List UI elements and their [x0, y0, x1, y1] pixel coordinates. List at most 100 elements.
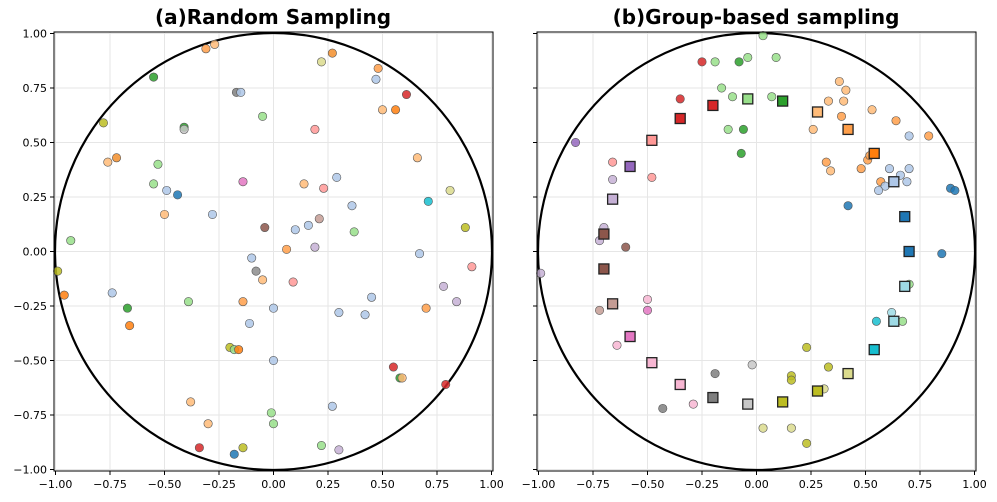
scatter-point	[186, 397, 196, 407]
scatter-point	[688, 399, 698, 409]
scatter-point	[823, 96, 833, 106]
scatter-point	[245, 318, 255, 328]
scatter-point	[112, 153, 122, 163]
panel-a-unit-circle	[53, 31, 494, 472]
group-representative-marker	[606, 298, 619, 310]
scatter-point	[821, 157, 831, 167]
panel-a-xtick-label: 0.75	[425, 478, 450, 491]
panel-a-ytick-label: 0.75	[23, 82, 48, 95]
scatter-point	[937, 249, 947, 259]
scatter-point	[723, 124, 733, 134]
scatter-point	[536, 268, 546, 278]
scatter-point	[767, 92, 777, 102]
scatter-point	[452, 297, 462, 307]
scatter-point	[288, 277, 298, 287]
panel-b-xtick-label: 0.50	[853, 478, 878, 491]
scatter-point	[371, 74, 381, 84]
scatter-point	[179, 124, 189, 134]
scatter-point	[258, 111, 268, 121]
scatter-point	[675, 94, 685, 104]
group-representative-marker	[899, 210, 911, 223]
scatter-point	[258, 275, 268, 285]
panel-a-xtick-label: 0.00	[261, 478, 286, 491]
scatter-point	[377, 105, 387, 115]
panel-b-xtick-label: 0.75	[908, 478, 933, 491]
scatter-point	[160, 209, 170, 219]
panel-a-points	[53, 39, 477, 459]
group-representative-marker	[646, 357, 658, 369]
scatter-point	[310, 242, 320, 252]
scatter-point	[874, 185, 884, 195]
scatter-point	[53, 266, 63, 276]
group-representative-marker	[742, 93, 754, 105]
scatter-point	[203, 419, 213, 429]
scatter-point	[834, 76, 844, 86]
group-representative-marker	[811, 106, 824, 118]
scatter-point	[445, 185, 455, 195]
scatter-point	[122, 303, 132, 313]
scatter-point	[238, 177, 248, 187]
scatter-point	[884, 164, 894, 174]
group-representative-marker	[674, 112, 686, 125]
scatter-point	[149, 179, 159, 189]
scatter-point	[266, 408, 276, 418]
group-representative-marker	[868, 147, 880, 160]
scatter-point	[98, 118, 108, 128]
scatter-point	[871, 316, 881, 326]
scatter-point	[898, 316, 908, 326]
group-representative-marker	[707, 99, 719, 112]
scatter-point	[210, 39, 220, 49]
panel-b-points	[536, 31, 960, 448]
panel-a-xtick-label: 0.25	[316, 478, 341, 491]
group-representative-marker	[842, 367, 854, 380]
panel-a-xtick-label: −0.75	[93, 478, 127, 491]
panel-a-title: (a)Random Sampling	[155, 5, 391, 29]
panel-a-ytick-label: −1.00	[13, 464, 47, 477]
scatter-point	[758, 31, 768, 41]
scatter-point	[229, 449, 239, 459]
scatter-point	[743, 52, 753, 62]
scatter-point	[59, 290, 69, 300]
panel-a-ytick-label: −0.50	[13, 355, 47, 368]
group-representative-marker	[888, 176, 900, 188]
scatter-point	[290, 225, 300, 235]
group-representative-marker	[674, 378, 686, 391]
group-representative-marker	[903, 245, 915, 258]
scatter-point	[734, 57, 744, 67]
scatter-point	[612, 340, 622, 350]
group-representative-marker	[598, 263, 610, 275]
scatter-point	[710, 369, 720, 379]
group-representative-marker	[899, 280, 911, 293]
scatter-point	[658, 403, 668, 413]
scatter-point	[401, 90, 411, 100]
scatter-point	[887, 308, 897, 318]
group-representative-marker	[777, 95, 789, 107]
panel-a-ticks: −1.00 −0.75 −0.50 −0.25 0.00 0.25 0.50 0.75 1.00…	[13, 28, 503, 492]
scatter-point	[162, 185, 172, 195]
scatter-point	[153, 159, 163, 169]
scatter-point	[421, 303, 431, 313]
scatter-point	[303, 220, 313, 230]
group-representative-marker	[624, 330, 636, 343]
group-representative-marker	[742, 398, 754, 410]
panel-random-sampling: (a)Random Sampling −1.00 −0.75 −0.50 −0.25 0…	[13, 5, 503, 491]
scatter-point	[238, 443, 248, 453]
panel-b-unit-circle	[536, 31, 977, 472]
panel-b-xtick-label: 1.00	[962, 478, 987, 491]
panel-a-xtick-label: −0.50	[148, 478, 182, 491]
scatter-point	[467, 262, 477, 272]
scatter-point	[107, 288, 117, 298]
scatter-point	[808, 124, 818, 134]
panel-b-title: (b)Group-based sampling	[613, 5, 900, 29]
scatter-point	[771, 52, 781, 62]
panel-b-grid	[537, 32, 976, 471]
group-representative-marker	[842, 123, 854, 136]
scatter-point	[904, 164, 914, 174]
scatter-point	[717, 83, 727, 93]
scatter-point	[802, 438, 812, 448]
scatter-point	[786, 423, 796, 433]
scatter-point	[621, 242, 631, 252]
scatter-point	[415, 249, 425, 259]
scatter-point	[595, 305, 605, 315]
scatter-point	[234, 345, 244, 355]
